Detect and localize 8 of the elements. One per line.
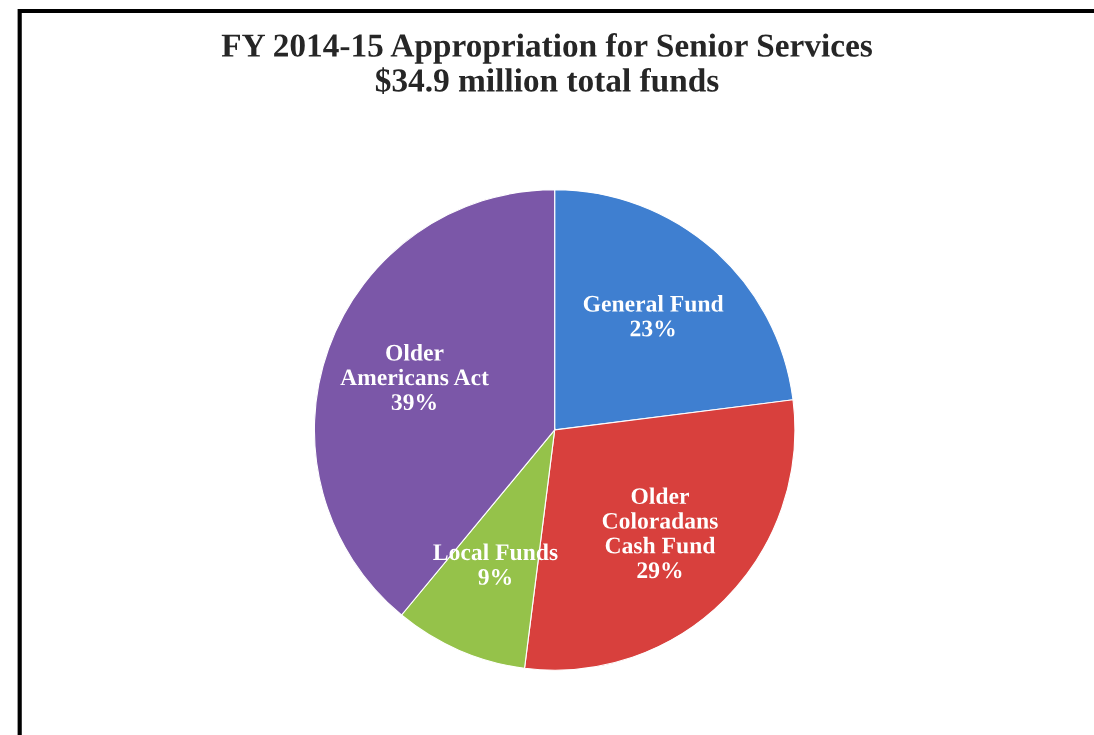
slice-label: Older Coloradans Cash Fund	[602, 487, 718, 554]
data-label: 39%	[391, 394, 436, 411]
chart-title: FY 2014-15 Appropriation for Senior Services $34.9 million total funds	[221, 33, 872, 94]
data-label: 9%	[478, 568, 511, 585]
slice-label: General Fund	[583, 295, 724, 312]
slice-label: Older Americans Act	[340, 344, 489, 386]
data-label: 29%	[637, 562, 682, 579]
data-label: 23%	[630, 320, 675, 337]
